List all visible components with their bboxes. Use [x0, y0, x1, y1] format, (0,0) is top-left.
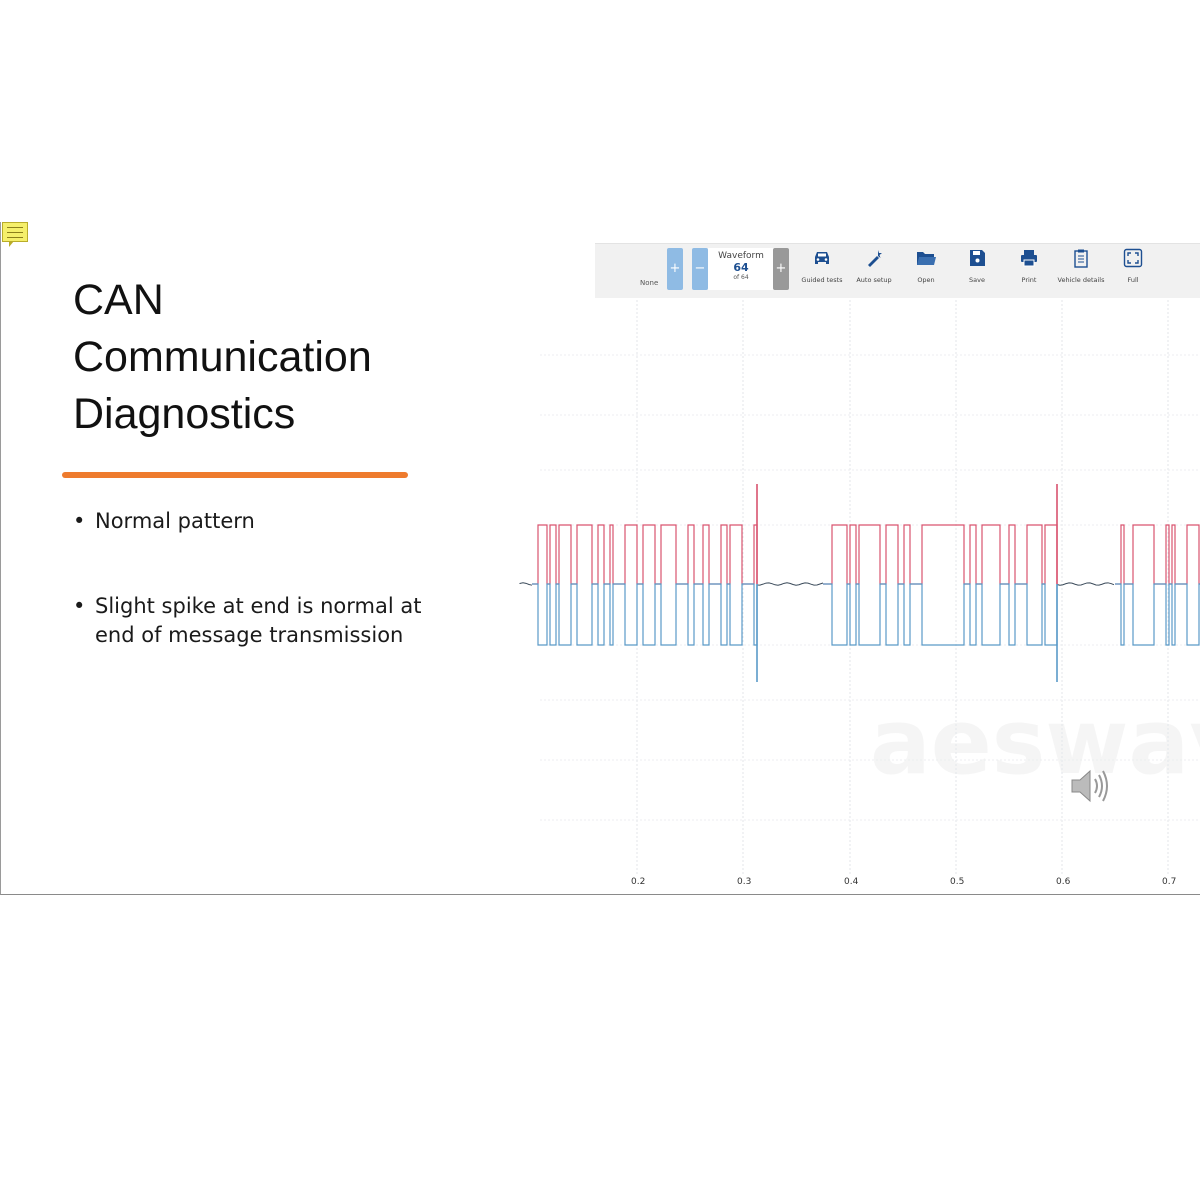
x-tick-label: 0.6: [1056, 877, 1071, 887]
title-line: Communication: [73, 333, 372, 381]
full-screen-button[interactable]: Full: [1105, 248, 1161, 284]
can-idle-trace: [1056, 582, 1115, 586]
open-button[interactable]: Open: [898, 248, 954, 284]
save-icon: [970, 250, 985, 266]
bullet-item: • Normal pattern: [73, 507, 255, 536]
bullet-item: • Slight spike at end is normal at end o…: [73, 592, 421, 650]
can-high-trace: [532, 524, 758, 585]
button-label: Open: [917, 276, 935, 284]
x-tick-label: 0.3: [737, 877, 752, 887]
title-line: CAN: [73, 276, 164, 324]
button-label: Save: [969, 276, 985, 284]
waveform-label: Waveform: [718, 251, 764, 261]
button-label: Vehicle details: [1057, 276, 1105, 284]
title-line: Diagnostics: [73, 390, 296, 438]
can-idle-trace: [519, 582, 533, 586]
bullet-text: end of message transmission: [95, 623, 404, 647]
can-high-trace: [1115, 524, 1200, 585]
title-underline: [62, 472, 408, 478]
can-high-trace: [823, 524, 1058, 585]
waveform-total: of 64: [733, 274, 749, 281]
guided-tests-button[interactable]: Guided tests: [794, 248, 850, 284]
car-icon: [815, 252, 829, 264]
bullet-dot: •: [73, 594, 86, 618]
x-tick-label: 0.2: [631, 877, 646, 887]
button-label: Print: [1021, 276, 1037, 284]
fullscreen-icon: [1123, 248, 1143, 268]
save-button[interactable]: Save: [949, 248, 1005, 284]
x-tick-label: 0.5: [950, 877, 965, 887]
clipboard-icon: [1074, 249, 1088, 268]
comment-note-icon[interactable]: [2, 222, 28, 247]
print-button[interactable]: Print: [1001, 248, 1057, 284]
bullet-text: Normal pattern: [95, 509, 255, 533]
folder-icon: [917, 252, 936, 265]
can-low-trace: [1115, 583, 1200, 646]
waveform-counter: Waveform 64 of 64: [708, 248, 774, 290]
magic-wand-icon: [868, 250, 882, 267]
bullet-text: Slight spike at end is normal at: [95, 594, 422, 618]
scope-toolbar: None + − Waveform 64 of 64 + Guided test…: [595, 243, 1200, 298]
previous-waveform-button[interactable]: −: [692, 248, 708, 290]
can-low-trace: [532, 583, 758, 646]
add-button[interactable]: +: [667, 248, 683, 290]
can-idle-trace: [756, 582, 824, 586]
bullet-dot: •: [73, 509, 86, 533]
button-label: Guided tests: [801, 276, 843, 284]
x-tick-label: 0.7: [1162, 877, 1177, 887]
auto-setup-button[interactable]: Auto setup: [846, 248, 902, 284]
button-label: Auto setup: [856, 276, 892, 284]
x-tick-label: 0.4: [844, 877, 859, 887]
waveform-number: 64: [733, 261, 749, 274]
can-low-trace: [823, 583, 1058, 646]
next-waveform-button[interactable]: +: [773, 248, 789, 290]
printer-icon: [1021, 250, 1037, 267]
slide-title: CAN Communication Diagnostics: [73, 272, 372, 443]
button-label: Full: [1127, 276, 1139, 284]
vehicle-details-button[interactable]: Vehicle details: [1053, 248, 1109, 284]
speaker-icon[interactable]: [1068, 766, 1112, 806]
none-label: None: [640, 279, 659, 287]
